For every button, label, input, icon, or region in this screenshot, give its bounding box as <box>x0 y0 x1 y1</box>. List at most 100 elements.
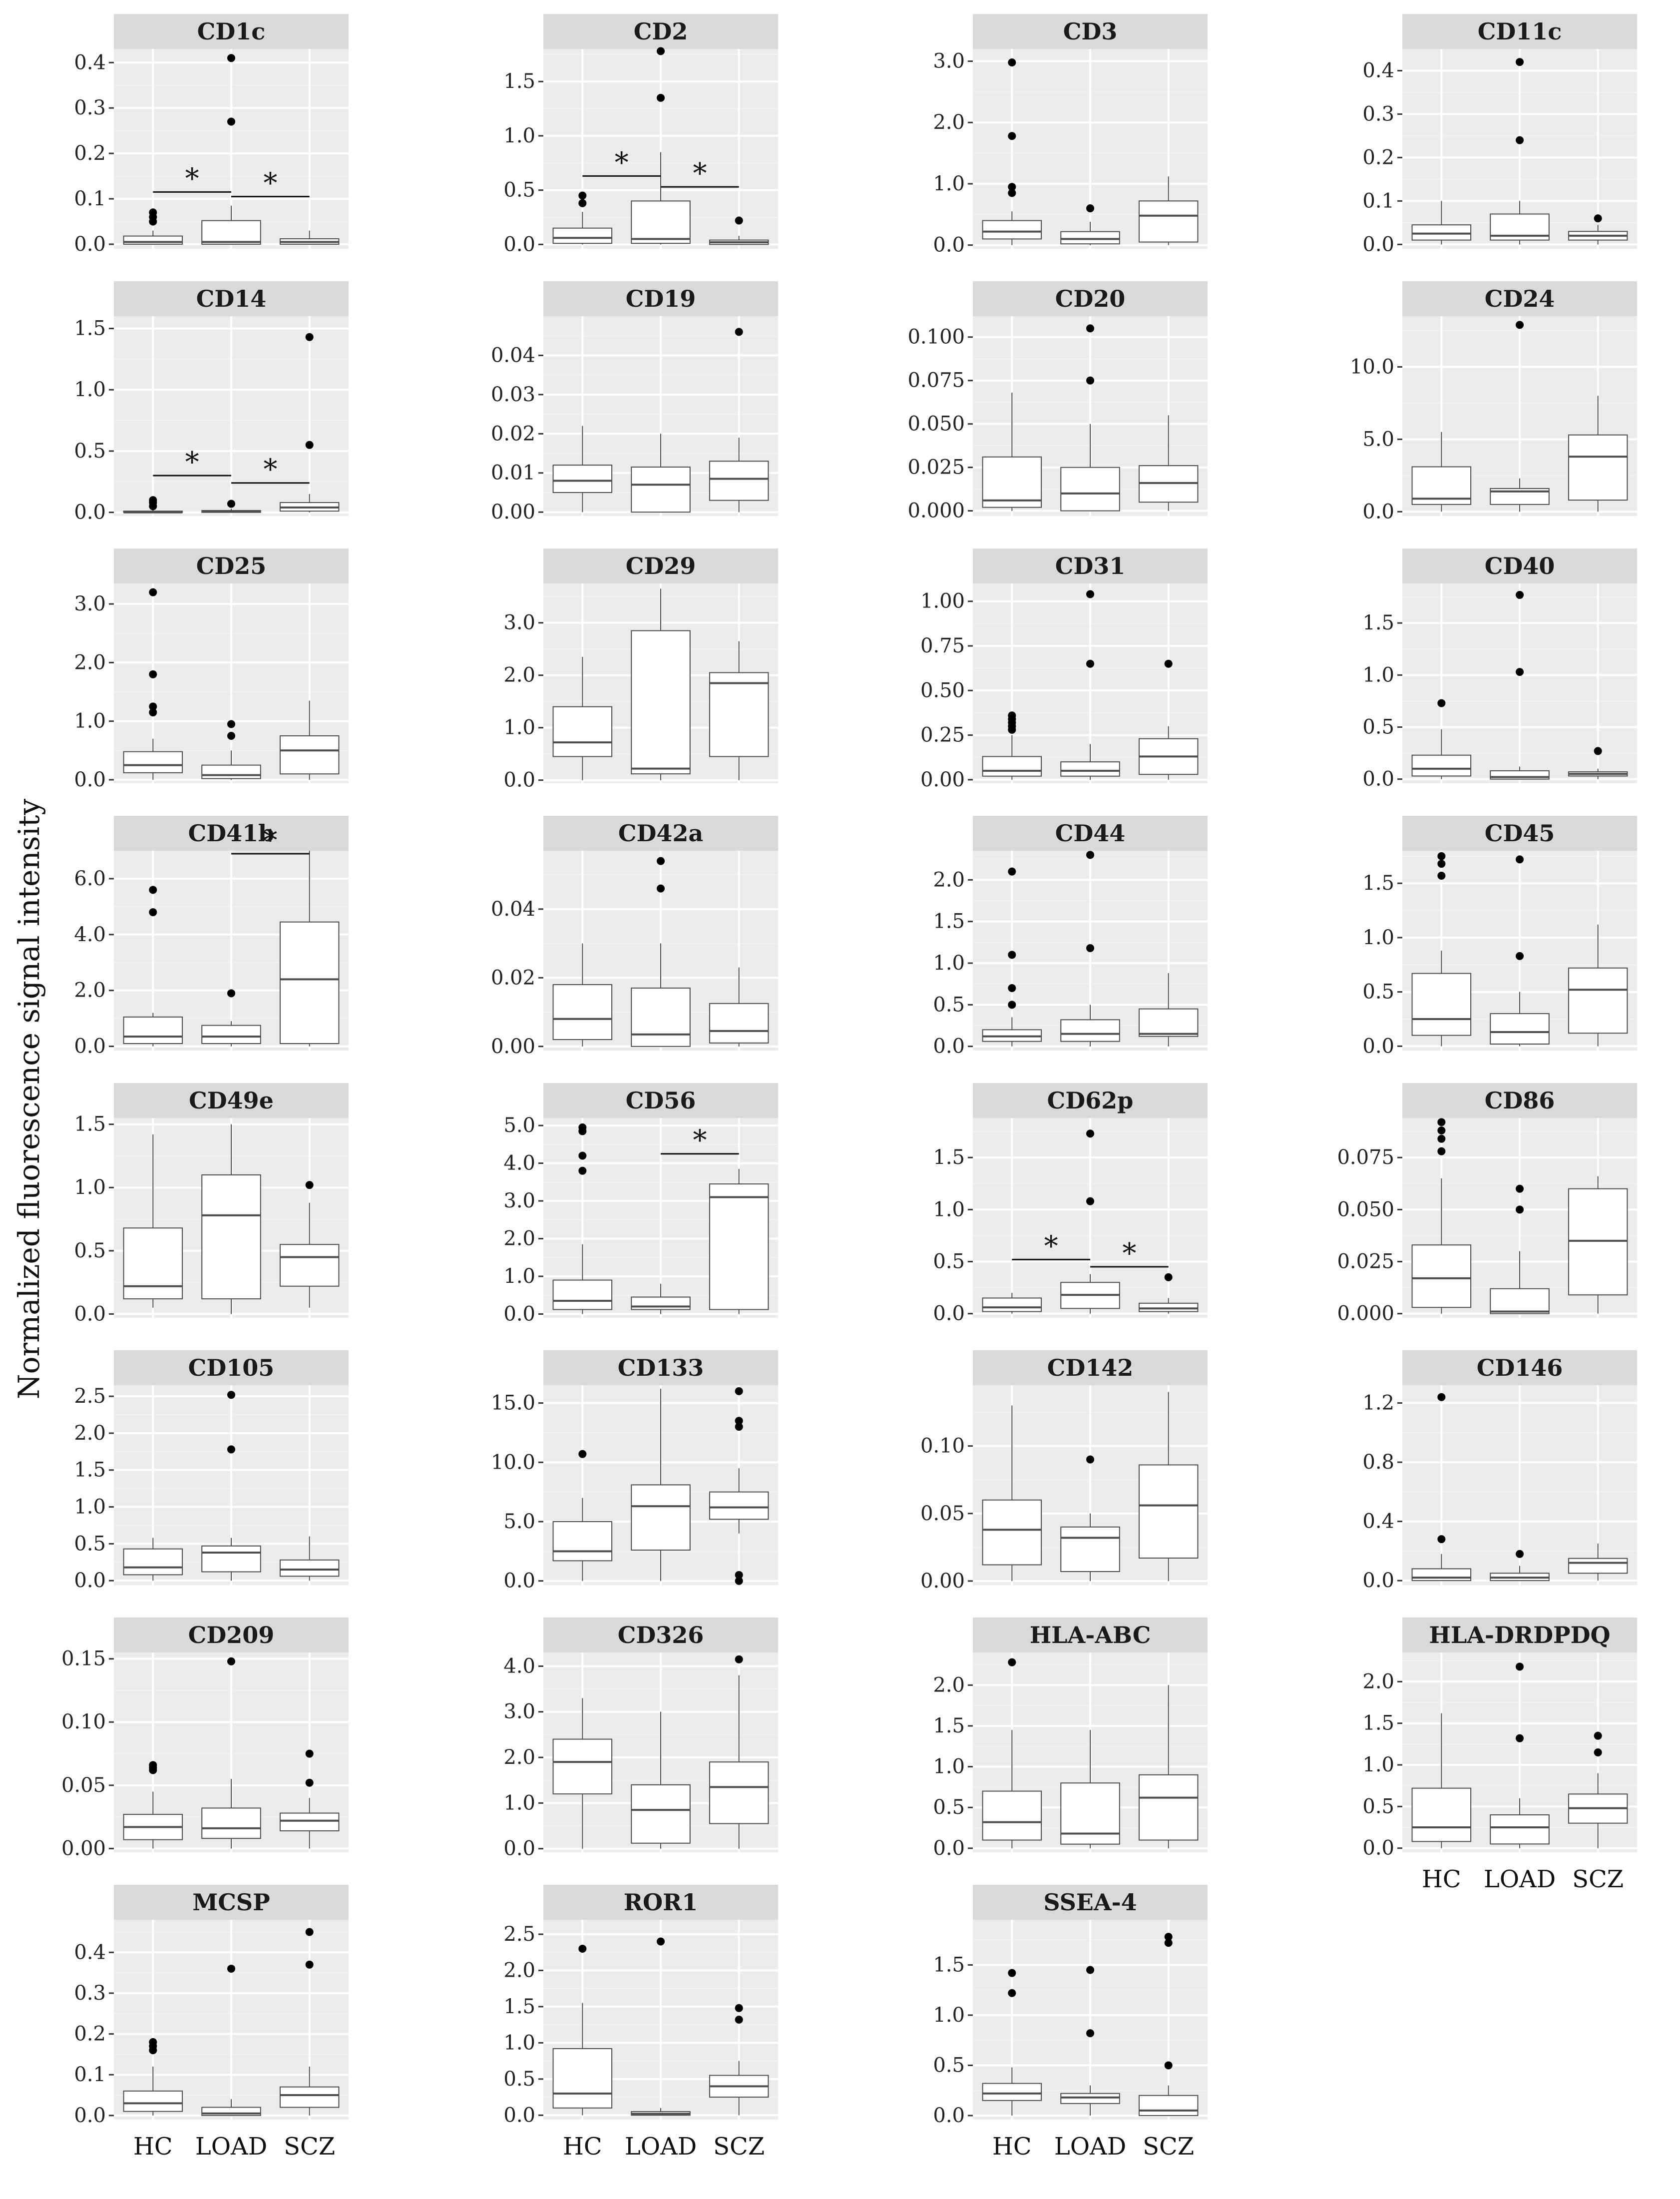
y-tick-label: 0.1 <box>1362 189 1394 212</box>
box-hc <box>552 1123 613 1314</box>
y-tick-label: 2.0 <box>503 1227 535 1250</box>
x-tick-label-scz: SCZ <box>284 2133 335 2161</box>
iqr-box <box>1138 200 1199 243</box>
box-scz <box>709 641 769 780</box>
y-tick-label: 0.0 <box>933 1302 965 1325</box>
box-scz <box>279 700 340 780</box>
outlier-point <box>735 216 743 225</box>
outlier-point <box>657 884 665 893</box>
outlier-point <box>305 1960 314 1969</box>
y-axis-label: Normalized fluorescence signal intensity <box>12 799 46 1400</box>
y-tick-label: 0.5 <box>503 179 535 202</box>
outlier-point <box>227 54 235 62</box>
box-scz <box>709 2004 769 2116</box>
panel-title: ROR1 <box>624 1889 698 1916</box>
outlier-point <box>149 588 157 596</box>
outlier-point <box>735 1571 743 1579</box>
box-load <box>201 720 261 780</box>
panel-strip <box>114 1083 349 1118</box>
panel-strip <box>114 1885 349 1920</box>
iqr-box <box>123 1016 183 1045</box>
outlier-point <box>149 708 157 717</box>
panel-title: CD19 <box>626 285 696 312</box>
y-tick-label: 0.00 <box>920 768 965 791</box>
panel-strip <box>1402 1618 1637 1652</box>
y-tick-label: 5.0 <box>503 1114 535 1137</box>
iqr-box <box>123 2090 183 2112</box>
iqr-box <box>123 1548 183 1576</box>
iqr-box <box>201 220 261 245</box>
y-tick-label: 0.5 <box>503 2068 535 2091</box>
panel-title: CD29 <box>626 552 696 579</box>
iqr-box <box>1411 1244 1472 1308</box>
y-tick-label: 0.0 <box>1362 233 1394 256</box>
outlier-point <box>1086 659 1094 668</box>
y-tick-label: 0.050 <box>907 413 965 436</box>
iqr-box <box>631 630 691 775</box>
y-tick-label: 1.5 <box>1362 611 1394 634</box>
y-tick-label: 0.0 <box>74 501 106 524</box>
outlier-point <box>735 328 743 336</box>
outlier-point <box>305 333 314 341</box>
y-tick-label: 1.0 <box>933 1755 965 1778</box>
box-hc <box>982 393 1042 511</box>
panel-cd133: CD133 0.0 5.0 10.0 15.0 <box>491 1350 778 1593</box>
outlier-point <box>227 720 235 728</box>
y-tick-label: 0.0 <box>1362 500 1394 523</box>
y-tick-label: 3.0 <box>74 592 106 615</box>
outlier-point <box>1594 747 1602 755</box>
y-tick-label: 0.05 <box>61 1774 106 1797</box>
y-tick-label: 0.000 <box>1337 1302 1394 1325</box>
box-scz <box>1568 1731 1628 1848</box>
y-tick-label: 0.0 <box>1362 1569 1394 1592</box>
iqr-box <box>201 1025 261 1045</box>
iqr-box <box>279 735 340 775</box>
outlier-point <box>227 1445 235 1454</box>
box-hc <box>552 426 613 513</box>
panel-title: CD14 <box>196 285 267 312</box>
y-tick-label: 0.02 <box>491 422 535 445</box>
y-tick-label: 1.0 <box>503 2031 535 2054</box>
box-scz <box>1568 924 1628 1047</box>
outlier-point <box>149 908 157 917</box>
outlier-point <box>1437 1118 1446 1126</box>
box-load <box>1490 590 1550 780</box>
outlier-point <box>227 117 235 126</box>
outlier-point <box>735 1577 743 1585</box>
panel-strip <box>973 281 1208 316</box>
iqr-box <box>1568 1558 1628 1574</box>
panel-strip <box>543 281 778 316</box>
box-hc <box>1411 699 1472 779</box>
panel-ssea-4: SSEA-4 0.0 0.5 1.0 1.5 HC LOAD SCZ <box>933 1885 1208 2161</box>
panel-cd86: CD86 0.000 0.025 0.050 0.075 <box>1337 1083 1637 1325</box>
y-tick-label: 0.3 <box>74 96 106 119</box>
iqr-box <box>1060 231 1120 245</box>
box-hc <box>123 496 183 514</box>
iqr-box <box>552 706 613 757</box>
outlier-point <box>1594 1748 1602 1756</box>
y-tick-label: 0.1 <box>74 187 106 210</box>
panel-strip <box>973 14 1208 49</box>
outlier-point <box>1164 1939 1173 1947</box>
iqr-box <box>123 235 183 245</box>
iqr-box <box>552 1738 613 1795</box>
outlier-point <box>735 2004 743 2012</box>
iqr-box <box>1490 1013 1550 1045</box>
box-scz <box>1138 1685 1199 1848</box>
outlier-point <box>1164 659 1173 668</box>
x-tick-label-hc: HC <box>563 2133 602 2161</box>
y-tick-label: 5.0 <box>1362 428 1394 451</box>
box-scz <box>279 1181 340 1308</box>
x-tick-label-load: LOAD <box>195 2133 267 2161</box>
box-load <box>201 54 261 245</box>
y-tick-label: 0.04 <box>491 898 535 921</box>
panel-cd11c: CD11c 0.0 0.1 0.2 0.3 0.4 <box>1362 14 1637 256</box>
panel-cd41b: CD41b 0.0 2.0 4.0 6.0 * <box>74 816 349 1058</box>
y-tick-label: 0.75 <box>920 634 965 657</box>
y-tick-label: 0.5 <box>933 2054 965 2077</box>
box-load <box>1060 1966 1120 2116</box>
panel-cd2: CD2 0.0 0.5 1.0 1.5 * * <box>503 14 778 256</box>
box-scz <box>279 1536 340 1581</box>
panel-strip <box>543 1083 778 1118</box>
iqr-box <box>1568 1188 1628 1296</box>
